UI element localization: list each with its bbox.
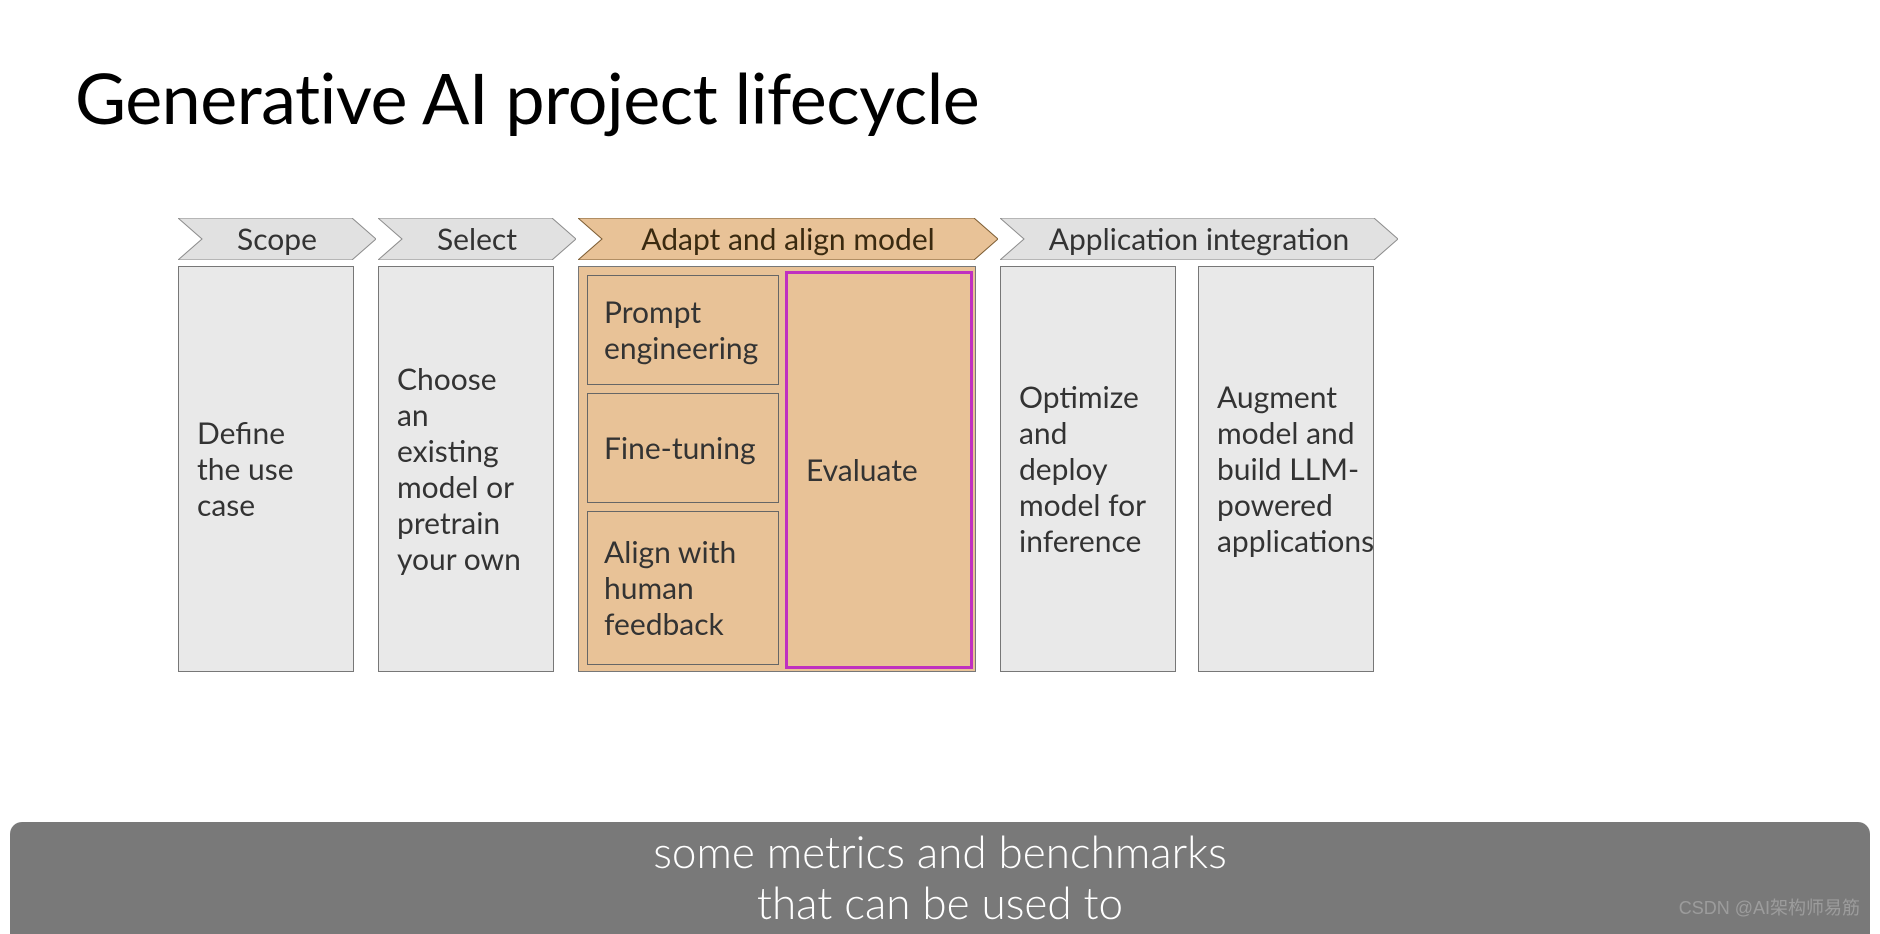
augment-llm-box: Augment model and build LLM-powered appl… xyxy=(1198,266,1374,672)
scope-text: Define the use case xyxy=(197,415,335,523)
scope-box: Define the use case xyxy=(178,266,354,672)
stage-headers: Scope Select Adapt and align model Appli… xyxy=(178,218,1702,260)
caption-line-2: that can be used to xyxy=(757,878,1123,929)
caption-bar: some metrics and benchmarks that can be … xyxy=(10,822,1870,934)
chevron-select-label: Select xyxy=(402,218,552,260)
adapt-sub-fine-tuning-label: Fine-tuning xyxy=(604,430,756,466)
chevron-adapt-label: Adapt and align model xyxy=(602,218,974,260)
adapt-sub-prompt-eng: Prompt engineering xyxy=(587,275,779,385)
augment-llm-text: Augment model and build LLM-powered appl… xyxy=(1217,379,1374,559)
slide: Generative AI project lifecycle Scope Se… xyxy=(0,0,1880,934)
adapt-sub-align-human-label: Align with human feedback xyxy=(604,534,762,642)
evaluate-label: Evaluate xyxy=(806,452,918,488)
watermark: CSDN @AI架构师易筋 xyxy=(1679,894,1860,920)
evaluate-box: Evaluate xyxy=(785,271,973,669)
slide-title: Generative AI project lifecycle xyxy=(75,55,979,139)
stage-content: Define the use case Choose an existing m… xyxy=(178,266,1702,672)
adapt-sub-prompt-eng-label: Prompt engineering xyxy=(604,294,762,366)
lifecycle-diagram: Scope Select Adapt and align model Appli… xyxy=(178,218,1702,673)
optimize-deploy-box: Optimize and deploy model for inference xyxy=(1000,266,1176,672)
select-box: Choose an existing model or pretrain you… xyxy=(378,266,554,672)
select-text: Choose an existing model or pretrain you… xyxy=(397,361,535,577)
caption-line-1: some metrics and benchmarks xyxy=(653,827,1227,878)
adapt-sub-fine-tuning: Fine-tuning xyxy=(587,393,779,503)
adapt-container: Prompt engineering Fine-tuning Align wit… xyxy=(578,266,976,672)
chevron-integration-label: Application integration xyxy=(1024,218,1374,260)
chevron-scope-label: Scope xyxy=(202,218,352,260)
adapt-sub-align-human: Align with human feedback xyxy=(587,511,779,665)
optimize-deploy-text: Optimize and deploy model for inference xyxy=(1019,379,1157,559)
